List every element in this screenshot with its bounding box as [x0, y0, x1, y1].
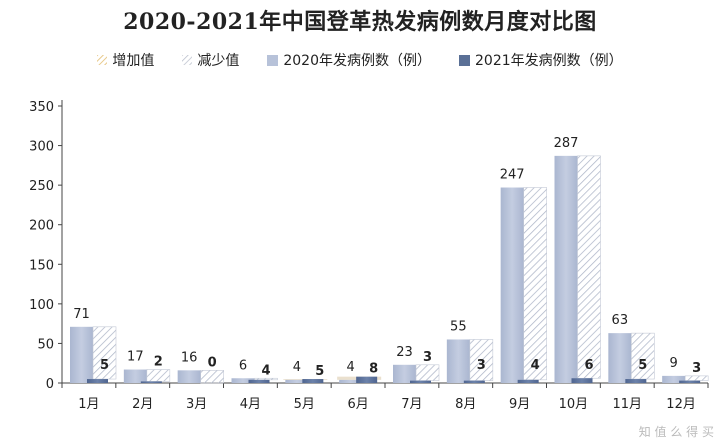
y-tick-label: 250: [29, 179, 54, 194]
data-label-2021: 5: [315, 364, 324, 379]
x-tick-label: 8月: [455, 397, 476, 412]
x-tick-label: 2月: [132, 397, 153, 412]
y-tick-label: 100: [29, 298, 54, 313]
x-tick-label: 6月: [347, 397, 368, 412]
data-label-2020: 9: [670, 356, 678, 371]
bar-2020: [177, 370, 201, 383]
bar-2020: [446, 339, 470, 383]
chart-title: 2020-2021年中国登革热发病例数月度对比图: [123, 9, 597, 35]
bar-2021: [87, 379, 108, 383]
y-tick-label: 200: [29, 219, 54, 234]
legend: 增加值 减少值 2020年发病例数（例） 2021年发病例数（例）: [0, 50, 720, 70]
y-tick-label: 0: [46, 377, 54, 392]
data-label-2020: 55: [450, 319, 467, 334]
data-label-2021: 4: [261, 363, 270, 378]
data-label-2020: 63: [612, 313, 629, 328]
bar-2020: [554, 155, 578, 383]
data-label-2021: 8: [369, 362, 378, 377]
x-tick-label: 5月: [294, 397, 315, 412]
data-label-2021: 3: [423, 350, 432, 365]
bar-2021: [410, 380, 431, 383]
y-tick-label: 50: [37, 337, 54, 352]
data-label-2020: 71: [73, 307, 90, 322]
bar-decrease: [254, 377, 278, 381]
data-label-2020: 4: [347, 360, 355, 375]
legend-item-increase: 增加值: [97, 50, 154, 70]
data-label-2021: 3: [692, 361, 701, 376]
data-label-2020: 287: [554, 136, 579, 151]
bar-decrease: [684, 375, 709, 381]
bar-2021: [356, 376, 378, 383]
bar-2020: [608, 333, 632, 383]
legend-label-increase: 增加值: [112, 53, 155, 69]
bar-2021: [679, 380, 701, 383]
data-label-2020: 17: [127, 350, 144, 365]
bar-2021: [248, 379, 270, 383]
legend-swatch-2020: [267, 54, 279, 66]
x-tick-label: 7月: [401, 397, 422, 412]
legend-item-2021: 2021年发病例数（例）: [459, 50, 623, 70]
data-label-2021: 4: [531, 358, 540, 373]
data-label-2020: 23: [396, 345, 413, 360]
legend-swatch-2021: [459, 54, 470, 66]
legend-swatch-increase: [97, 55, 108, 65]
data-label-2020: 4: [293, 360, 301, 375]
bar-2020: [285, 379, 309, 383]
data-label-2021: 5: [100, 358, 109, 373]
y-tick-label: 300: [29, 140, 54, 155]
legend-label-decrease: 减少值: [197, 53, 240, 69]
data-label-2021: 5: [638, 358, 647, 373]
data-label-2021: 2: [154, 355, 163, 370]
legend-swatch-decrease: [182, 55, 193, 65]
bar-2020: [70, 326, 93, 383]
bar-2020: [393, 364, 416, 383]
legend-item-2020: 2020年发病例数（例）: [267, 50, 431, 70]
bar-2020: [500, 187, 524, 383]
bar-decrease: [200, 370, 224, 384]
bar-decrease: [415, 364, 440, 381]
data-label-2021: 0: [208, 355, 217, 370]
y-tick-label: 350: [29, 100, 54, 115]
bar-decrease: [577, 155, 601, 379]
x-tick-label: 3月: [186, 397, 207, 412]
bar-2020: [662, 375, 686, 383]
bar-2021: [571, 378, 593, 383]
bar-2021: [625, 379, 647, 383]
bar-2020: [339, 379, 363, 383]
bar-2021: [302, 379, 324, 383]
bar-2021: [463, 380, 485, 383]
x-tick-label: 11月: [612, 397, 642, 412]
legend-item-decrease: 减少值: [182, 50, 239, 70]
x-tick-label: 1月: [78, 397, 99, 412]
legend-label-2021: 2021年发病例数（例）: [475, 53, 623, 69]
x-tick-label: 12月: [666, 397, 696, 412]
data-label-2021: 3: [477, 358, 486, 373]
x-tick-label: 9月: [509, 397, 530, 412]
bar-2021: [140, 381, 162, 383]
data-label-2020: 16: [181, 350, 198, 365]
bar-2021: [517, 379, 539, 383]
legend-label-2020: 2020年发病例数（例）: [283, 53, 431, 69]
x-tick-label: 10月: [559, 397, 589, 412]
data-label-2020: 6: [239, 358, 247, 373]
x-tick-label: 4月: [240, 397, 261, 412]
data-label-2021: 6: [584, 358, 593, 373]
bar-2020: [123, 369, 147, 383]
y-tick-label: 150: [29, 258, 54, 273]
data-label-2020: 247: [500, 168, 525, 183]
bar-decrease: [146, 369, 171, 382]
bar-decrease: [523, 187, 547, 381]
bar-2020: [231, 378, 255, 383]
watermark: 知 值 么 得 买: [638, 425, 714, 439]
